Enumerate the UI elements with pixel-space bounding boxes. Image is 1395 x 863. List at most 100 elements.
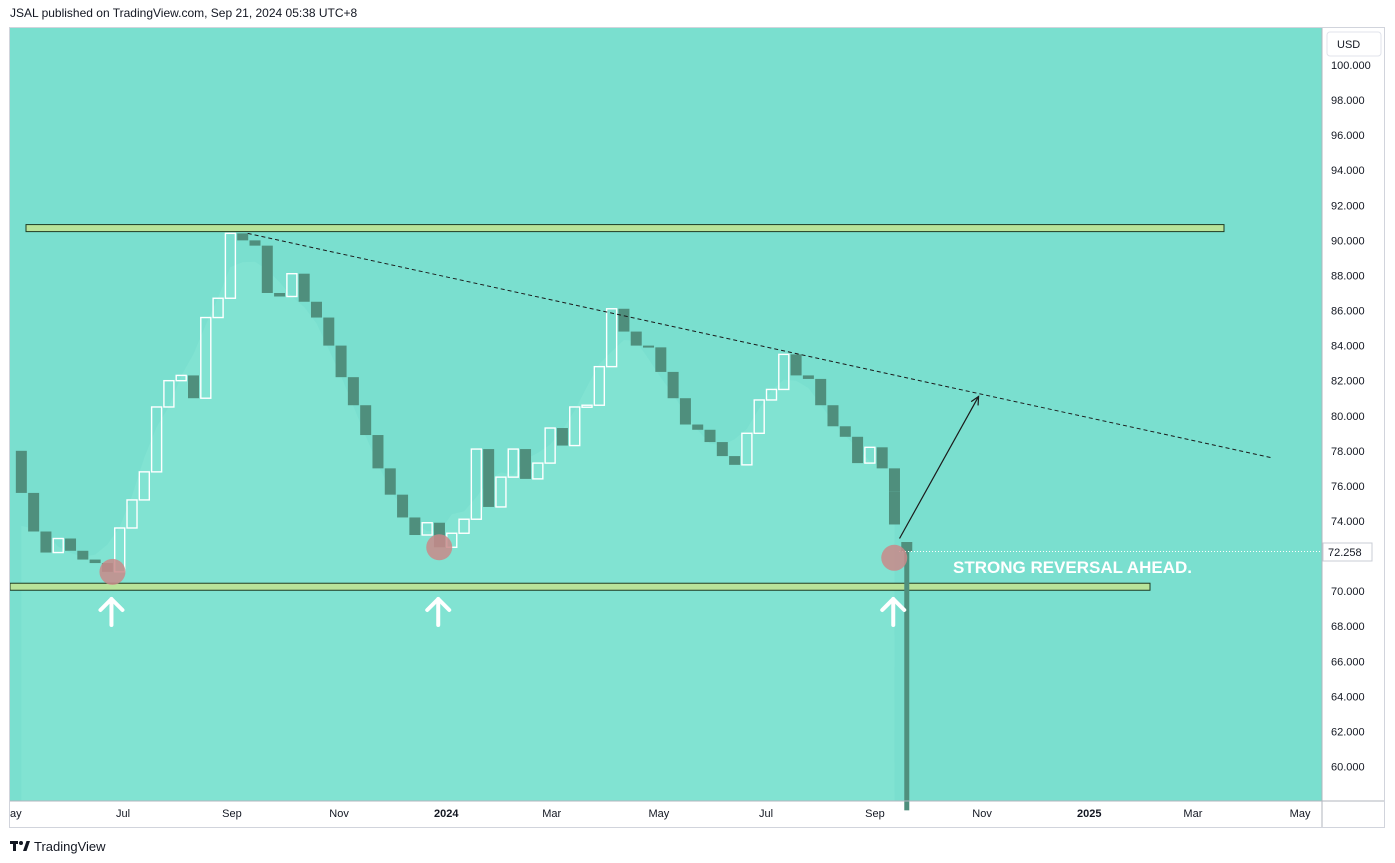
candle-down — [827, 405, 839, 427]
candle-up — [581, 404, 593, 408]
currency-badge[interactable]: USD — [1326, 31, 1382, 57]
candle-up — [421, 522, 433, 536]
candle-down — [89, 559, 101, 564]
candle-down — [298, 273, 310, 302]
candle-down — [347, 377, 359, 406]
projection-arrowhead — [970, 395, 980, 406]
time-tick-label: May — [648, 808, 669, 820]
candle-up — [544, 427, 556, 464]
candle-up — [150, 406, 163, 473]
candle-up — [569, 406, 581, 447]
candle-down — [655, 347, 667, 372]
time-tick-label: Jul — [759, 808, 773, 820]
candle-down — [372, 435, 384, 469]
candle-down — [716, 442, 728, 457]
candle-up — [175, 374, 187, 382]
price-tick-label: 70.000 — [1331, 586, 1365, 598]
candle-down — [839, 426, 851, 437]
candle-down — [679, 398, 691, 425]
candle-down — [28, 492, 40, 532]
time-tick-label: Mar — [1183, 808, 1202, 820]
candle-down — [188, 375, 200, 399]
candle-down — [852, 436, 864, 464]
candle-down — [409, 517, 421, 536]
support-zone[interactable] — [9, 582, 1151, 591]
low-marker-circle[interactable] — [99, 558, 126, 585]
price-tick-label: 100.000 — [1331, 60, 1371, 72]
candle-down — [704, 429, 716, 443]
candle-down — [901, 542, 913, 552]
candle-up — [532, 462, 544, 480]
candle-up — [778, 353, 790, 391]
candle-up — [495, 476, 507, 508]
up-arrow-icon — [880, 597, 907, 627]
candle-down — [249, 240, 261, 246]
candle-down — [618, 308, 630, 332]
candle-down — [335, 345, 347, 378]
time-tick-label: Nov — [972, 808, 992, 820]
time-tick-label: May — [1290, 808, 1311, 820]
candle-down — [310, 301, 322, 318]
candle-down — [888, 491, 900, 525]
price-tick-label: 60.000 — [1331, 762, 1365, 774]
tradingview-footer[interactable]: TradingView — [10, 836, 106, 856]
candle-down — [15, 450, 27, 493]
candle-down — [77, 550, 89, 560]
last-price-value: 72.258 — [1328, 547, 1362, 559]
candle-up — [753, 399, 765, 434]
tradingview-logo-icon — [10, 841, 30, 851]
candle-up — [605, 308, 618, 368]
candle-down — [237, 233, 249, 241]
smoothed-area-layer — [21, 261, 895, 801]
candle-up — [458, 518, 470, 534]
time-tick-label: Mar — [542, 808, 561, 820]
candle-down — [397, 494, 409, 518]
price-axis: 100.000 98.000 96.000 94.000 92.000 90.000 88.… — [1331, 60, 1371, 774]
price-tick-label: 62.000 — [1331, 726, 1365, 738]
up-arrow-icon — [98, 597, 125, 627]
price-chart[interactable]: 100.000 98.000 96.000 94.000 92.000 90.000 88.… — [9, 27, 1385, 828]
candle-down — [65, 538, 77, 551]
price-tick-label: 94.000 — [1331, 165, 1365, 177]
price-tick-label: 84.000 — [1331, 341, 1365, 353]
candle-down — [261, 245, 273, 293]
price-tick-label: 76.000 — [1331, 481, 1365, 493]
candle-down — [643, 345, 655, 348]
price-tick-label: 88.000 — [1331, 270, 1365, 282]
candle-down — [692, 424, 704, 430]
marks-layer — [98, 534, 908, 627]
time-tick-label: Sep — [222, 808, 242, 820]
low-marker-circle[interactable] — [881, 544, 908, 571]
candle-up — [765, 388, 778, 401]
candle-down — [384, 468, 396, 495]
candle-up — [138, 471, 151, 501]
time-tick-label: 2025 — [1077, 808, 1101, 820]
time-tick-label: ay — [10, 808, 22, 820]
price-tick-label: 98.000 — [1331, 95, 1365, 107]
candle-down — [40, 531, 52, 553]
low-marker-circle[interactable] — [426, 534, 453, 561]
price-tick-label: 66.000 — [1331, 656, 1365, 668]
price-tick-label: 82.000 — [1331, 376, 1365, 388]
resistance-zone[interactable] — [25, 224, 1225, 233]
price-tick-label: 64.000 — [1331, 691, 1365, 703]
candle-down — [556, 428, 568, 446]
candle-down — [360, 405, 372, 436]
candle-up — [864, 446, 876, 464]
time-tick-label: Sep — [865, 808, 885, 820]
price-tick-label: 92.000 — [1331, 200, 1365, 212]
candle-wick — [904, 551, 910, 811]
candle-down — [520, 449, 532, 479]
candle-down — [630, 331, 642, 346]
candle-up — [593, 365, 606, 406]
lines-layer — [247, 232, 1322, 553]
last-price-badge: 72.258 — [1322, 542, 1373, 562]
candle-up — [224, 232, 237, 299]
candle-up — [507, 448, 519, 478]
candle-up — [52, 537, 64, 554]
annotation-strong-reversal: STRONG REVERSAL AHEAD. — [953, 558, 1192, 577]
projection-arrow[interactable] — [898, 396, 980, 539]
chart-area[interactable]: 100.000 98.000 96.000 94.000 92.000 90.000 88.… — [9, 27, 1385, 828]
candle-down — [815, 378, 827, 406]
currency-label: USD — [1337, 39, 1360, 51]
